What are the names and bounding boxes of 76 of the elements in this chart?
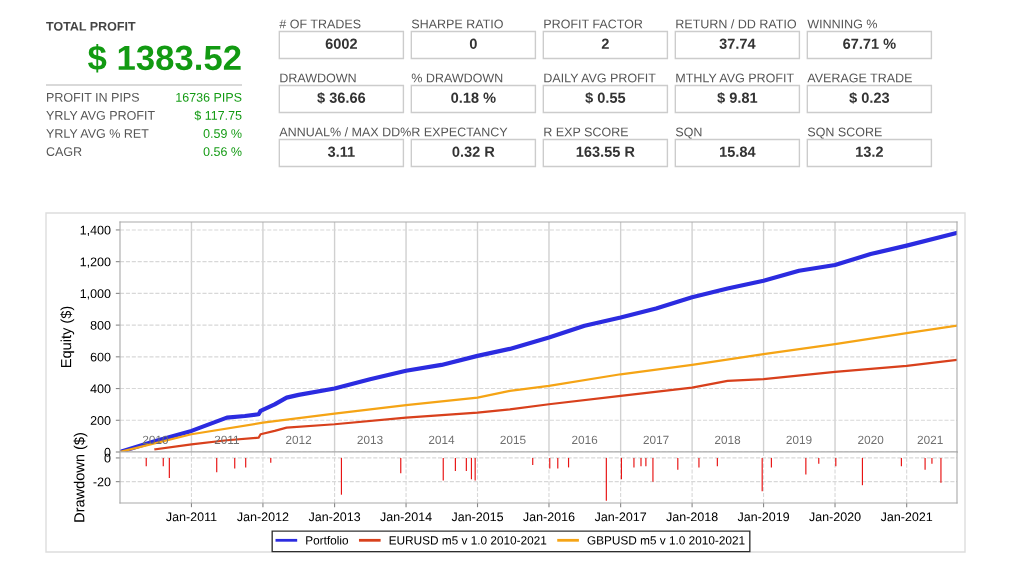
text: 13.2 (856, 146, 883, 157)
x-tick-label: Jan-2015 (451, 512, 504, 522)
x-tick-label: 2021 (917, 435, 943, 444)
x-tick-label: 2011 (214, 435, 240, 444)
category-label: PROFIT FACTOR (544, 19, 643, 29)
category-label: RETURN / DD RATIO (676, 19, 797, 29)
category-label: SQN SCORE (807, 127, 882, 139)
x-tick-label: 2020 (858, 435, 884, 444)
x-tick-label: 2012 (286, 435, 312, 444)
category-label: YRLY AVG % RET (46, 129, 149, 138)
x-tick-label: Jan-2014 (380, 512, 432, 522)
y-tick-label: 600 (90, 352, 111, 362)
x-tick-label: Jan-2021 (880, 512, 933, 522)
category-label: SQN (675, 127, 702, 139)
x-tick-label: Jan-2011 (166, 512, 217, 522)
text: $ 117.75 (194, 110, 242, 121)
text: $ 0.55 (585, 91, 626, 104)
text: $ 36.66 (317, 91, 366, 104)
x-tick-label: Jan-2018 (666, 512, 718, 522)
category-label: DRAWDOWN (280, 73, 356, 83)
x-tick-label: 2017 (643, 435, 669, 444)
text: 15.84 (720, 146, 756, 157)
text: 16736 PIPS (176, 92, 242, 102)
legend-label: EURUSD m5 v 1.0 2010-2021 (389, 536, 547, 545)
y-axis-title: Equity ($) (60, 306, 75, 368)
x-tick-label: Jan-2017 (594, 512, 647, 522)
x-tick-label: 2015 (500, 435, 526, 444)
y-tick-label: 1,200 (80, 257, 111, 268)
x-tick-label: Jan-2013 (308, 512, 361, 522)
category-label: # OF TRADES (279, 19, 361, 29)
category-label: WINNING % (807, 19, 878, 29)
category-label: DAILY AVG PROFIT (544, 73, 656, 83)
y-tick-label: 200 (90, 416, 111, 425)
text: 67.71 % (843, 38, 896, 49)
category-label: MTHLY AVG PROFIT (676, 73, 794, 83)
x-tick-label: 2018 (715, 435, 741, 444)
text: 6002 (325, 38, 357, 49)
x-tick-label: 2014 (428, 435, 455, 444)
text: 2 (601, 38, 609, 49)
text: 163.55 R (576, 146, 635, 157)
category-label: SHARPE RATIO (411, 19, 503, 29)
x-tick-label: 2013 (357, 435, 383, 444)
text: $ 9.81 (717, 91, 758, 104)
category-label: CAGR (46, 147, 82, 157)
category-label: % DRAWDOWN (411, 73, 503, 83)
y-tick-label: 400 (90, 384, 111, 394)
y-tick-label: 1,400 (80, 225, 111, 237)
y-axis-title: Drawdown ($) (73, 433, 88, 522)
text: 37.74 (719, 38, 756, 49)
y-tick-label: -20 (93, 477, 111, 487)
category-label: AVERAGE TRADE (807, 73, 912, 83)
text: 3.11 (327, 146, 355, 157)
text: $ 1383.52 (88, 44, 241, 73)
text: 0 (469, 38, 477, 49)
y-tick-label: 1,000 (80, 289, 111, 300)
legend-label: GBPUSD m5 v 1.0 2010-2021 (587, 536, 745, 545)
x-tick-label: Jan-2012 (237, 512, 289, 522)
text: $ 0.23 (849, 91, 890, 104)
text: 0.18 % (451, 92, 496, 103)
legend-label: Portfolio (306, 535, 349, 545)
text: 0.32 R (452, 146, 495, 157)
category-label: ANNUAL% / MAX DD% (279, 127, 411, 137)
category-label: R EXP SCORE (544, 127, 628, 137)
x-tick-label: 2010 (142, 435, 169, 444)
x-tick-label: Jan-2020 (809, 512, 861, 522)
x-tick-label: 2019 (786, 435, 812, 444)
category-label: R EXPECTANCY (412, 127, 508, 137)
x-tick-label: 2016 (572, 435, 598, 444)
text: 0.56 % (203, 147, 242, 157)
category-label: PROFIT IN PIPS (47, 92, 139, 102)
x-tick-label: Jan-2016 (523, 512, 575, 522)
x-tick-label: Jan-2019 (737, 512, 790, 522)
text: TOTAL PROFIT (46, 21, 136, 31)
text: 0.59 % (203, 129, 242, 138)
y-tick-label: 800 (90, 320, 111, 330)
category-label: YRLY AVG PROFIT (46, 110, 155, 120)
